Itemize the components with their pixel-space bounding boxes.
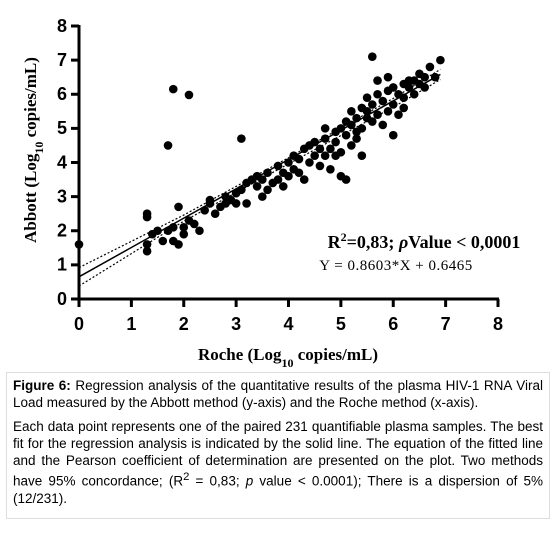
data-point [383, 107, 393, 116]
data-point [299, 175, 309, 184]
data-point [388, 83, 398, 92]
data-point [174, 240, 183, 249]
data-point [284, 171, 293, 181]
data-point [305, 158, 314, 167]
y-axis-title: Abbott (Log10 copies/mL) [21, 57, 46, 243]
data-point [378, 96, 388, 106]
data-point [163, 141, 173, 150]
y-tick-label: 0 [57, 289, 67, 309]
data-point [415, 79, 424, 89]
data-point [420, 72, 429, 82]
data-point [331, 151, 340, 160]
data-point [320, 124, 330, 133]
body-part: value < 0.0001); There is a dispersion o… [13, 473, 543, 506]
body-part: 2 [183, 471, 190, 483]
data-point [326, 165, 335, 174]
data-point [74, 240, 84, 249]
data-point [273, 175, 283, 184]
data-point [189, 219, 199, 229]
x-tick-label: 3 [231, 314, 241, 334]
data-point [179, 229, 189, 239]
x-axis-title: Roche (Log10 copies/mL) [198, 345, 378, 370]
figure-caption: Figure 6: Regression analysis of the qua… [13, 377, 543, 411]
confidence-band-upper [78, 68, 441, 269]
y-tick-label: 3 [57, 186, 67, 206]
y-tick-label: 2 [57, 221, 67, 241]
y-tick-label: 4 [57, 152, 67, 172]
data-point [352, 127, 361, 137]
data-point [326, 144, 335, 154]
data-point [404, 76, 414, 85]
data-point [368, 52, 377, 62]
data-point [357, 151, 367, 160]
x-tick-label: 1 [126, 314, 136, 334]
data-point [409, 89, 419, 99]
r2-annotation: R2=0,83; ρValue < 0,0001 [328, 230, 521, 252]
data-point [278, 182, 288, 191]
data-point [320, 151, 330, 160]
data-point [252, 182, 262, 191]
caption: Figure 6: Regression analysis of the qua… [6, 372, 550, 519]
data-point [258, 192, 267, 201]
body-part: Each data point represents one of the pa… [13, 419, 543, 489]
data-point [195, 226, 204, 236]
chart: Abbott (Log10 copies/mL) Roche (Log10 co… [21, 16, 521, 370]
caption-text: Regression analysis of the quantitative … [13, 378, 543, 410]
data-point [315, 161, 325, 171]
x-tick-label: 4 [283, 314, 293, 334]
data-point [231, 199, 241, 208]
data-point [394, 110, 403, 120]
body-part: = 0,83; [189, 473, 246, 489]
data-point [179, 223, 189, 232]
y-tick-label: 8 [57, 16, 67, 36]
data-point [373, 89, 382, 99]
data-point [383, 72, 393, 82]
data-point [341, 175, 351, 184]
x-tick-label: 5 [336, 314, 346, 334]
x-tick-label: 6 [388, 314, 398, 334]
y-tick-label: 1 [57, 255, 67, 275]
y-tick-label: 5 [57, 118, 67, 138]
x-tick-label: 8 [493, 314, 503, 334]
data-point [310, 151, 319, 160]
data-point [373, 76, 382, 85]
data-point [294, 168, 304, 178]
data-point [378, 120, 388, 130]
x-tick-label: 0 [74, 314, 84, 334]
data-point [425, 62, 435, 72]
body-text: Each data point represents one of the pa… [13, 418, 543, 507]
data-point [388, 130, 398, 140]
data-point [362, 93, 372, 102]
body-part: p [245, 473, 254, 489]
data-point [368, 100, 377, 109]
data-point [237, 134, 246, 143]
data-point [263, 185, 272, 195]
data-point [174, 202, 183, 212]
x-tick-label: 7 [441, 314, 451, 334]
data-point [142, 212, 152, 222]
data-point [341, 117, 351, 126]
data-point [436, 55, 445, 65]
data-point [315, 144, 325, 154]
equation-annotation: Y = 0.8603*X + 0.6465 [319, 258, 473, 274]
data-point [184, 90, 194, 100]
data-point [347, 141, 356, 150]
y-tick-label: 6 [57, 84, 67, 104]
data-point [168, 84, 178, 94]
data-point [210, 209, 220, 218]
fit-line [78, 73, 441, 278]
data-point [142, 246, 152, 256]
data-point [331, 137, 340, 147]
y-tick-label: 7 [57, 50, 67, 70]
caption-label: Figure 6: [13, 378, 71, 393]
data-point [341, 130, 351, 140]
data-point [399, 103, 409, 113]
x-tick-label: 2 [179, 314, 189, 334]
data-point [158, 236, 168, 246]
data-point [347, 107, 356, 116]
data-point [242, 199, 251, 208]
data-point [142, 240, 152, 249]
data-point [352, 134, 361, 143]
